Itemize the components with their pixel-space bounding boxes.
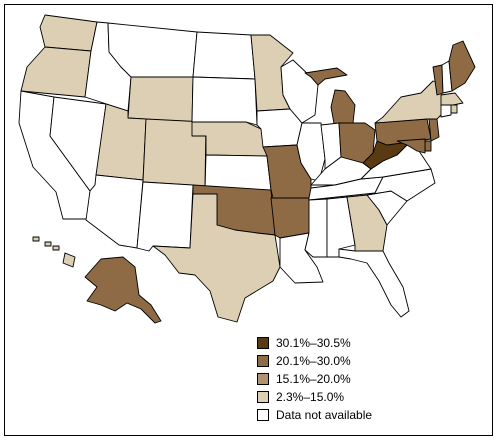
legend-swatch (257, 391, 269, 403)
state-new-jersey (428, 118, 440, 142)
legend-label: 2.3%–15.0% (276, 390, 345, 404)
legend-label: 30.1%–30.5% (276, 336, 351, 350)
legend-swatch (257, 337, 269, 349)
legend-label: 15.1%–20.0% (276, 372, 351, 386)
state-arkansas (270, 197, 312, 239)
state-texas (152, 193, 281, 323)
state-washington (39, 14, 98, 52)
map-legend: 30.1%–30.5% 20.1%–30.0% 15.1%–20.0% 2.3%… (257, 334, 487, 424)
state-florida (338, 248, 410, 318)
state-alaska (84, 256, 162, 324)
legend-item: 2.3%–15.0% (257, 388, 487, 406)
state-wyoming (127, 76, 194, 123)
state-arizona (85, 174, 144, 249)
legend-label: Data not available (276, 408, 373, 422)
legend-item: 30.1%–30.5% (257, 334, 487, 352)
state-north-dakota (192, 31, 256, 80)
state-connecticut (440, 104, 452, 118)
legend-swatch (257, 409, 269, 421)
state-south-dakota (191, 76, 258, 126)
state-delaware (424, 140, 432, 152)
state-hawaii (32, 236, 76, 268)
map-frame: 30.1%–30.5% 20.1%–30.0% 15.1%–20.0% 2.3%… (4, 4, 493, 436)
legend-item: 20.1%–30.0% (257, 352, 487, 370)
us-state-map (18, 14, 476, 324)
state-maine (448, 40, 476, 92)
state-new-york (374, 80, 444, 124)
legend-item: 15.1%–20.0% (257, 370, 487, 388)
state-new-mexico (136, 181, 194, 252)
legend-label: 20.1%–30.0% (276, 354, 351, 368)
state-massachusetts (440, 92, 464, 106)
state-oregon (20, 46, 92, 98)
state-maryland (396, 138, 426, 154)
state-kansas (204, 154, 272, 191)
state-rhode-island (450, 104, 458, 114)
legend-item: Data not available (257, 406, 487, 424)
legend-swatch (257, 355, 269, 367)
legend-swatch (257, 373, 269, 385)
